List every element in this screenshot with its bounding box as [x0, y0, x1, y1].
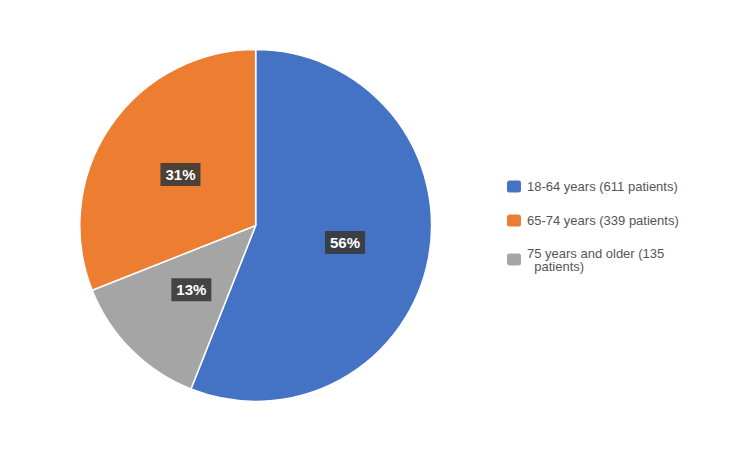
svg-text:31%: 31% — [165, 166, 195, 183]
svg-text:18-64 years (611 patients): 18-64 years (611 patients) — [527, 179, 678, 194]
svg-text:65-74 years (339 patients): 65-74 years (339 patients) — [527, 213, 679, 228]
svg-text:56%: 56% — [330, 234, 360, 251]
svg-text:13%: 13% — [176, 281, 206, 298]
svg-text:patients): patients) — [527, 259, 584, 274]
svg-text:75 years and older (135: 75 years and older (135 — [527, 245, 665, 261]
